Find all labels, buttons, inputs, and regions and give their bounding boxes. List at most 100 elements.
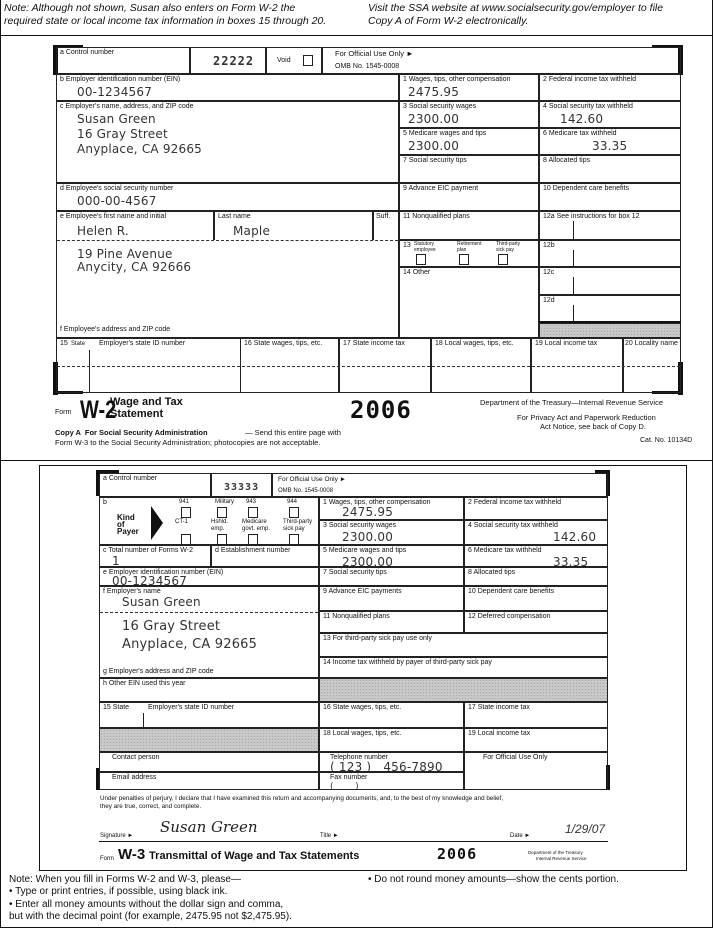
employee-last-name-value: Maple [233, 224, 271, 238]
w3-telephone-value: ( 123 ) 456-7890 [330, 760, 443, 774]
checkbox[interactable] [416, 254, 426, 265]
signature-date: 1/29/07 [565, 822, 606, 836]
control-number-value[interactable]: 22222 [190, 47, 266, 74]
box13-checkboxes-label: 13 [403, 242, 411, 249]
official-use-label: For Official Use Only ► [335, 49, 414, 58]
state-id-label: Employer's state ID number [148, 704, 235, 711]
w3-box16: 16 State wages, tips, etc. [319, 702, 464, 728]
box6-medicare-tax[interactable]: 6 Medicare tax withheld 33.35 [539, 128, 681, 155]
w3-employer-name[interactable]: f Employer's name Susan Green [99, 586, 319, 612]
w3-box5[interactable]: 5 Medicare wages and tips 2300.00 [319, 545, 464, 569]
w3-telephone[interactable]: Telephone number( 123 ) 456-7890 [319, 752, 464, 774]
box18-local-wages: 18 Local wages, tips, etc. [431, 338, 531, 393]
checkbox[interactable] [248, 534, 258, 545]
box8-allocated-tips: 8 Allocated tips [539, 155, 681, 183]
checkbox[interactable] [289, 534, 299, 545]
box4-ss-tax-value: 142.60 [560, 112, 604, 126]
form-name: W-2 [80, 396, 117, 424]
w3-employer-address[interactable]: g Employer's address and ZIP code 16 Gray… [99, 612, 319, 678]
w3-box12: 12 Deferred compensation [464, 611, 608, 633]
payer-type-label: Hshld. emp. [211, 519, 229, 532]
box9-advance-eic-label: 9 Advance EIC payment [403, 185, 479, 192]
w3-control-number-value[interactable]: 33333 [211, 473, 272, 497]
tax-year: 2006 [437, 845, 478, 863]
box3-ss-wages[interactable]: 3 Social security wages 2300.00 [399, 101, 539, 128]
employee-ssn[interactable]: d Employee's social security number 000-0… [56, 183, 399, 211]
w3-total-forms[interactable]: c Total number of Forms W-2 1 [99, 545, 211, 568]
bottom-note: Note: When you fill in Forms W-2 and W-3… [9, 874, 241, 885]
w3-box18-label: 18 Local wages, tips, etc. [323, 730, 402, 737]
checkbox[interactable] [459, 254, 469, 265]
w3-box7: 7 Social security tips [319, 567, 464, 586]
form-title: Wage and Tax [110, 396, 183, 408]
w3-box9: 9 Advance EIC payments [319, 586, 464, 611]
dashed-divider [57, 240, 398, 241]
copy-a-label: Copy A For Social Security Administratio… [55, 428, 208, 437]
w3-other-ein: h Other EIN used this year [99, 678, 319, 702]
w3-fax-value: ( ) [330, 782, 359, 792]
code-divider [573, 305, 574, 323]
box12d-label: 12d [543, 297, 555, 304]
employee-address-value: 19 Pine Avenue Anycity, CA 92666 [77, 247, 192, 274]
box11-nonqualified: 11 Nonqualified plans [399, 211, 539, 240]
w3-contact-person-label: Contact person [112, 754, 160, 761]
employer-name-address-value: Susan Green 16 Gray Street Anyplace, CA … [77, 112, 203, 156]
w3-box4[interactable]: 4 Social security tax withheld 142.60 [464, 520, 608, 545]
w3-box6[interactable]: 6 Medicare tax withheld 33.35 [464, 545, 608, 569]
box5-medicare-wages[interactable]: 5 Medicare wages and tips 2300.00 [399, 128, 539, 155]
box12b: 12b [539, 240, 681, 267]
box1-wages[interactable]: 1 Wages, tips, other compensation 2475.95 [399, 74, 539, 101]
checkbox[interactable] [181, 534, 191, 545]
w3-fax[interactable]: Fax number( ) [319, 772, 464, 792]
bottom-note: • Enter all money amounts without the do… [9, 899, 284, 910]
box2-federal-tax: 2 Federal income tax withheld [539, 74, 681, 101]
dept-label: Department of the Treasury—Internal Reve… [480, 398, 664, 407]
checkbox[interactable] [181, 507, 191, 518]
w3-official-use-only: For Official Use Only [464, 752, 608, 790]
w3-box17: 17 State income tax [464, 702, 608, 728]
payer-type-label: Medicare govt. emp. [242, 519, 271, 532]
corner-bracket [53, 362, 58, 395]
checkbox[interactable] [498, 254, 508, 265]
checkbox[interactable] [217, 534, 227, 545]
w3-establishment-number-label: d Establishment number [215, 547, 291, 554]
control-number-value-value: 22222 [213, 54, 255, 68]
w3-box6-value: 33.35 [553, 555, 589, 569]
suffix-label: Suff. [376, 213, 391, 220]
w3-email: Email address [99, 772, 319, 790]
checkbox[interactable] [289, 507, 299, 518]
employer-name-address[interactable]: c Employer's name, address, and ZIP code… [56, 101, 399, 183]
w3-official-use-label: For Official Use Only ► [278, 476, 347, 483]
w3-box4-value: 142.60 [553, 530, 597, 544]
employer-ein[interactable]: b Employer identification number (EIN) 00… [56, 74, 399, 101]
box4-ss-tax[interactable]: 4 Social security tax withheld 142.60 [539, 101, 681, 128]
box18-local-wages-label: 18 Local wages, tips, etc. [435, 340, 514, 347]
w3-email-label: Email address [112, 774, 157, 781]
box2-federal-tax-label: 2 Federal income tax withheld [543, 76, 636, 83]
box8-allocated-tips-label: 8 Allocated tips [543, 157, 591, 164]
copy-a-text: — Send this entire page with [243, 428, 341, 437]
dept-label: Department of the Treasury [528, 850, 583, 855]
w3-box3[interactable]: 3 Social security wages 2300.00 [319, 520, 464, 545]
w3-employer-name-value: Susan Green [122, 595, 201, 609]
w3-box18: 18 Local wages, tips, etc. [319, 728, 464, 752]
w3-establishment-number: d Establishment number [211, 545, 319, 567]
employee-last-name[interactable]: Last name Maple [214, 211, 373, 240]
checkbox[interactable] [248, 507, 258, 518]
box14-other: 14 Other [399, 267, 539, 338]
w3-employer-ein[interactable]: e Employer identification number (EIN) 00… [99, 567, 319, 588]
payer-type-label: 943 [246, 499, 257, 505]
employee-address[interactable]: f Employee's address and ZIP code 19 Pine… [56, 240, 399, 338]
w3-employer-ein-value: 00-1234567 [112, 574, 188, 588]
box15-state: 15 State Employer's state ID number [56, 338, 240, 393]
w3-shaded-area [319, 678, 608, 702]
w3-box1[interactable]: 1 Wages, tips, other compensation 2475.95 [319, 497, 464, 520]
corner-bracket [606, 470, 610, 496]
box12a-label: 12a See instructions for box 12 [543, 213, 640, 220]
box20-locality: 20 Locality name [623, 338, 681, 393]
checkbox[interactable] [303, 55, 313, 66]
checkbox[interactable] [217, 507, 227, 518]
employee-first-name[interactable]: e Employee's first name and initial Helen… [56, 211, 214, 240]
employer-ein-label: b Employer identification number (EIN) [60, 76, 181, 83]
cat-number: Cat. No. 10134D [640, 437, 693, 444]
